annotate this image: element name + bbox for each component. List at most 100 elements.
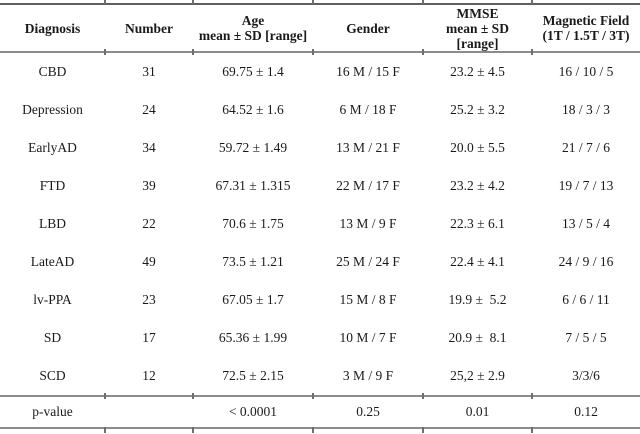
column-boundary-tick xyxy=(531,393,533,399)
cell-magnetic-field: 24 / 9 / 16 xyxy=(558,254,614,269)
cell-mmse: 20.9 ± 8.1 xyxy=(448,330,507,345)
p-value-row: p-value < 0.0001 0.25 0.01 0.12 xyxy=(0,395,640,429)
cell-age: 72.5 ± 2.15 xyxy=(222,368,284,383)
cell-age: 69.75 ± 1.4 xyxy=(222,64,284,79)
table-row: SD 17 65.36 ± 1.99 10 M / 7 F 20.9 ± 8.1… xyxy=(0,319,640,357)
cell-p-label: p-value xyxy=(32,404,73,419)
cell-mmse: 20.0 ± 5.5 xyxy=(450,140,505,155)
cell-diagnosis: LateAD xyxy=(30,254,75,269)
cell-mmse: 22.4 ± 4.1 xyxy=(450,254,505,269)
table-row: Depression 24 64.52 ± 1.6 6 M / 18 F 25.… xyxy=(0,91,640,129)
column-boundary-tick xyxy=(312,393,314,399)
cell-number: 49 xyxy=(142,254,156,269)
cell-number: 31 xyxy=(142,64,156,79)
cell-magnetic-field: 3/3/6 xyxy=(572,368,600,383)
cell-mmse: 23.2 ± 4.5 xyxy=(450,64,505,79)
table-row: lv-PPA 23 67.05 ± 1.7 15 M / 8 F 19.9 ± … xyxy=(0,281,640,319)
cell-age: 73.5 ± 1.21 xyxy=(222,254,284,269)
header-age: Age mean ± SD [range] xyxy=(198,13,308,43)
column-boundary-tick xyxy=(192,49,194,55)
column-boundary-tick xyxy=(192,0,194,4)
cell-p-age: < 0.0001 xyxy=(228,404,278,419)
cell-age: 67.05 ± 1.7 xyxy=(222,292,284,307)
column-boundary-tick xyxy=(104,49,106,55)
column-boundary-tick xyxy=(312,427,314,433)
cell-gender: 10 M / 7 F xyxy=(339,330,397,345)
column-boundary-tick xyxy=(104,393,106,399)
cell-magnetic-field: 16 / 10 / 5 xyxy=(558,64,614,79)
table-row: LateAD 49 73.5 ± 1.21 25 M / 24 F 22.4 ±… xyxy=(0,243,640,281)
header-mmse: MMSE mean ± SD [range] xyxy=(446,5,509,51)
table-body: CBD 31 69.75 ± 1.4 16 M / 15 F 23.2 ± 4.… xyxy=(0,53,640,395)
column-boundary-tick xyxy=(312,49,314,55)
table-row: FTD 39 67.31 ± 1.315 22 M / 17 F 23.2 ± … xyxy=(0,167,640,205)
cell-diagnosis: SCD xyxy=(39,368,66,383)
cell-magnetic-field: 21 / 7 / 6 xyxy=(561,140,610,155)
column-boundary-tick xyxy=(531,0,533,4)
cell-gender: 13 M / 21 F xyxy=(336,140,400,155)
cell-gender: 3 M / 9 F xyxy=(342,368,394,383)
cell-magnetic-field: 6 / 6 / 11 xyxy=(562,292,610,307)
cell-mmse: 22.3 ± 6.1 xyxy=(450,216,505,231)
cell-age: 64.52 ± 1.6 xyxy=(222,102,284,117)
cell-gender: 22 M / 17 F xyxy=(336,178,400,193)
cell-diagnosis: LBD xyxy=(39,216,66,231)
cell-gender: 16 M / 15 F xyxy=(336,64,400,79)
table-row: CBD 31 69.75 ± 1.4 16 M / 15 F 23.2 ± 4.… xyxy=(0,53,640,91)
column-boundary-tick xyxy=(422,49,424,55)
column-boundary-tick xyxy=(422,427,424,433)
cell-p-gender: 0.25 xyxy=(356,404,380,419)
cell-age: 59.72 ± 1.49 xyxy=(218,140,288,155)
table-row: SCD 12 72.5 ± 2.15 3 M / 9 F 25,2 ± 2.9 … xyxy=(0,357,640,395)
column-boundary-tick xyxy=(192,427,194,433)
cell-magnetic-field: 18 / 3 / 3 xyxy=(561,102,610,117)
cell-number: 22 xyxy=(142,216,156,231)
cell-p-magnetic-field: 0.12 xyxy=(574,404,598,419)
column-boundary-tick xyxy=(422,393,424,399)
column-boundary-tick xyxy=(104,427,106,433)
cell-magnetic-field: 13 / 5 / 4 xyxy=(561,216,610,231)
cell-diagnosis: FTD xyxy=(39,178,66,193)
cell-mmse: 25.2 ± 3.2 xyxy=(450,102,505,117)
cohort-demographics-table: Diagnosis Number Age mean ± SD [range] G… xyxy=(0,3,640,429)
table-row: LBD 22 70.6 ± 1.75 13 M / 9 F 22.3 ± 6.1… xyxy=(0,205,640,243)
column-boundary-tick xyxy=(312,0,314,4)
cell-number: 17 xyxy=(142,330,156,345)
cell-diagnosis: lv-PPA xyxy=(33,292,72,307)
cell-mmse: 25,2 ± 2.9 xyxy=(450,368,505,383)
cell-p-number xyxy=(105,397,193,427)
cell-number: 12 xyxy=(142,368,156,383)
cell-diagnosis: CBD xyxy=(38,64,67,79)
header-magnetic-field: Magnetic Field (1T / 1.5T / 3T) xyxy=(542,13,630,43)
cell-p-mmse: 0.01 xyxy=(465,404,490,419)
cell-magnetic-field: 7 / 5 / 5 xyxy=(565,330,607,345)
cell-magnetic-field: 19 / 7 / 13 xyxy=(558,178,614,193)
cell-gender: 6 M / 18 F xyxy=(339,102,397,117)
column-boundary-tick xyxy=(422,0,424,4)
column-boundary-tick xyxy=(531,49,533,55)
column-boundary-tick xyxy=(104,0,106,4)
cell-age: 70.6 ± 1.75 xyxy=(222,216,284,231)
cell-gender: 15 M / 8 F xyxy=(339,292,397,307)
cell-number: 24 xyxy=(142,102,156,117)
cell-diagnosis: Depression xyxy=(22,102,83,117)
cell-number: 39 xyxy=(142,178,156,193)
cell-diagnosis: EarlyAD xyxy=(28,140,77,155)
table-row: EarlyAD 34 59.72 ± 1.49 13 M / 21 F 20.0… xyxy=(0,129,640,167)
cell-mmse: 19.9 ± 5.2 xyxy=(448,292,507,307)
cell-age: 65.36 ± 1.99 xyxy=(218,330,288,345)
table-header-row: Diagnosis Number Age mean ± SD [range] G… xyxy=(0,5,640,53)
cell-gender: 13 M / 9 F xyxy=(339,216,397,231)
header-number: Number xyxy=(125,20,173,36)
header-gender: Gender xyxy=(346,20,390,36)
header-diagnosis: Diagnosis xyxy=(24,20,81,36)
cell-mmse: 23.2 ± 4.2 xyxy=(450,178,505,193)
cell-number: 34 xyxy=(142,140,156,155)
cell-gender: 25 M / 24 F xyxy=(336,254,400,269)
cell-age: 67.31 ± 1.315 xyxy=(215,178,291,193)
column-boundary-tick xyxy=(192,393,194,399)
cell-diagnosis: SD xyxy=(43,330,62,345)
cell-number: 23 xyxy=(142,292,156,307)
column-boundary-tick xyxy=(531,427,533,433)
